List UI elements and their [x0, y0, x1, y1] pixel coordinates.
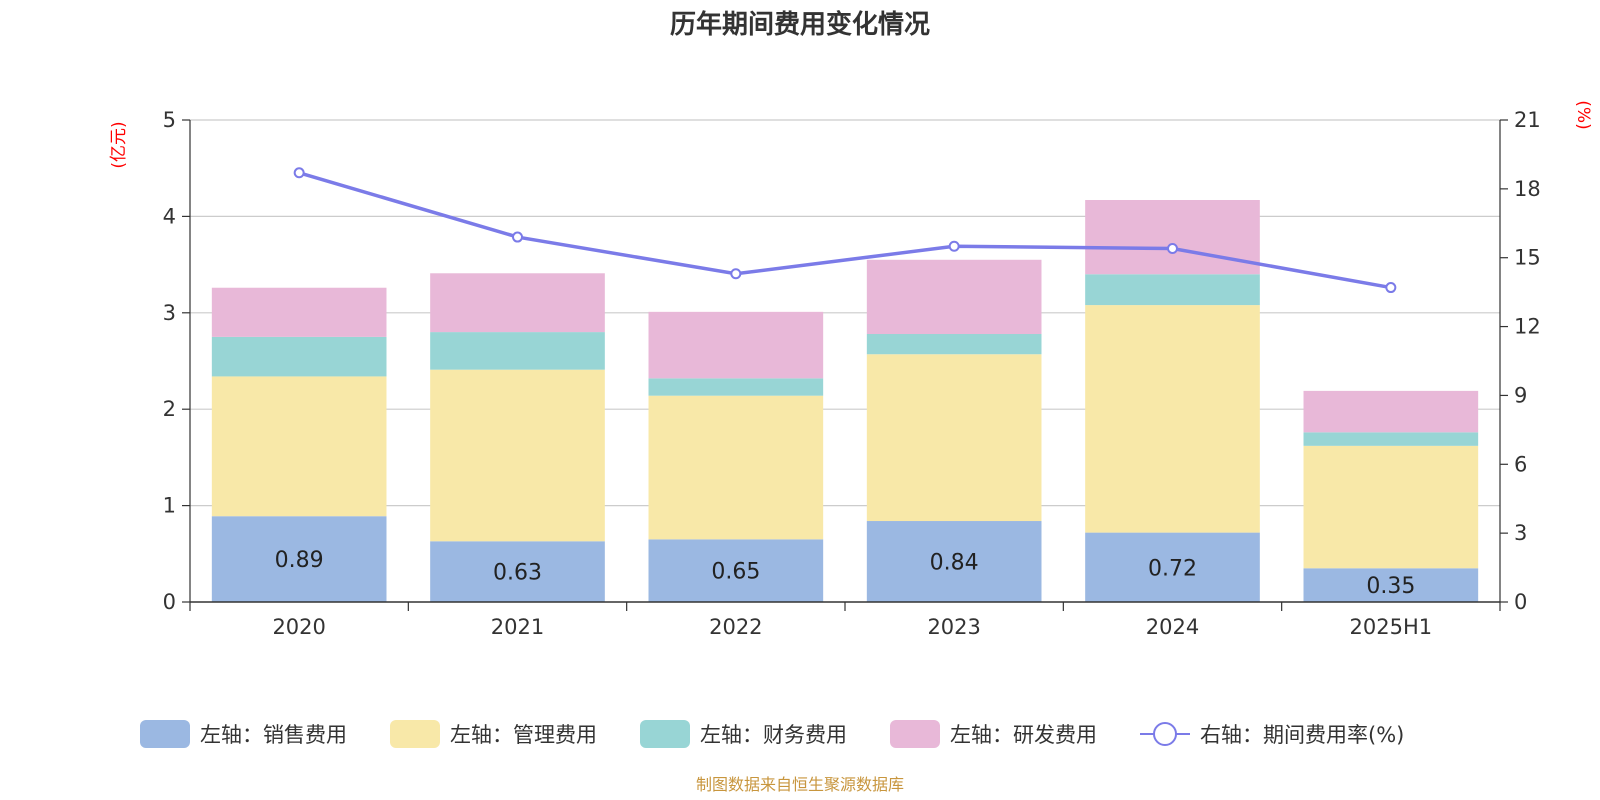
left-axis-tick-label: 1 [163, 494, 176, 518]
bar-segment [211, 336, 387, 377]
bar-segment [1085, 305, 1260, 533]
bar-value-label: 0.35 [1366, 574, 1415, 599]
legend-marker-icon [1153, 722, 1177, 746]
legend-label: 左轴：管理费用 [450, 723, 597, 747]
right-axis-tick-label: 6 [1514, 452, 1527, 476]
legend-label: 右轴：期间费用率(%) [1200, 723, 1404, 747]
legend-swatch [640, 720, 690, 748]
right-axis-unit: (%) [1573, 100, 1593, 129]
x-axis-tick-label: 2021 [491, 615, 544, 639]
left-axis-unit: (亿元) [109, 121, 129, 168]
legend-label: 左轴：研发费用 [950, 723, 1097, 747]
bar-segment [1085, 532, 1260, 602]
bar-segment [1303, 445, 1479, 569]
bar-segment [866, 354, 1042, 522]
right-axis-tick-label: 12 [1514, 315, 1541, 339]
x-axis-tick-label: 2022 [709, 615, 762, 639]
bar-segment [866, 334, 1042, 355]
bar-value-label: 0.63 [493, 561, 542, 586]
bar-segment [430, 332, 605, 370]
legend-swatch [890, 720, 940, 748]
right-axis-tick-label: 18 [1514, 177, 1541, 201]
x-axis-tick-label: 2020 [272, 615, 325, 639]
rate-point [1385, 282, 1397, 294]
right-axis-tick-label: 9 [1514, 383, 1527, 407]
source-note: 制图数据来自恒生聚源数据库 [696, 775, 904, 794]
rate-point [730, 268, 742, 280]
right-axis-tick-label: 3 [1514, 521, 1527, 545]
bar-segment [648, 539, 824, 602]
bar-segment [866, 259, 1042, 335]
bar-segment [211, 376, 387, 517]
bar-group: 0.89 0.63 0.65 0.84 0.72 0.35 [211, 200, 1479, 602]
rate-line-group [293, 167, 1397, 294]
left-axis-tick-label: 2 [163, 397, 176, 421]
rate-point [293, 167, 305, 179]
grid-lines [190, 119, 1500, 507]
left-axis-tick-label: 0 [163, 590, 176, 614]
left-axis-tick-label: 5 [163, 108, 176, 132]
right-axis-tick-label: 0 [1514, 590, 1527, 614]
left-axis-tick-label: 4 [163, 204, 176, 228]
legend-label: 左轴：财务费用 [700, 723, 847, 747]
bar-segment [430, 541, 605, 602]
bar-segment [866, 521, 1042, 602]
legend: 左轴：销售费用 左轴：管理费用 左轴：财务费用 左轴：研发费用 右轴：期间费用率(%) [140, 720, 1404, 748]
rate-point [1167, 243, 1178, 255]
bar-segment [648, 378, 824, 396]
bar-segment [211, 516, 387, 602]
rate-line [298, 171, 1392, 290]
x-axis-tick-label: 2025H1 [1350, 615, 1433, 639]
bar-value-label: 0.72 [1148, 556, 1197, 581]
right-axis-tick-label: 15 [1514, 246, 1541, 270]
chart-title: 历年期间费用变化情况 [670, 9, 930, 40]
rate-point [948, 240, 960, 252]
bar-segment [1085, 274, 1260, 306]
left-axis-tick-label: 3 [163, 301, 176, 325]
bar-segment [430, 273, 605, 333]
bar-segment [1303, 568, 1479, 602]
right-axis-tick-label: 21 [1514, 108, 1541, 132]
bar-segment [1303, 390, 1479, 433]
bar-segment [430, 369, 605, 542]
bar-value-label: 0.89 [275, 548, 324, 573]
bar-value-label: 0.65 [711, 560, 760, 585]
legend-label: 左轴：销售费用 [200, 723, 347, 747]
legend-swatch [390, 720, 440, 748]
bar-segment [211, 287, 387, 337]
bar-segment [1085, 200, 1260, 275]
x-axis-tick-label: 2024 [1146, 615, 1199, 639]
legend-swatch [140, 720, 190, 748]
bar-value-label: 0.84 [930, 551, 979, 576]
bar-segment [648, 311, 824, 379]
bar-segment [648, 395, 824, 540]
rate-point [512, 231, 523, 243]
x-axis-tick-label: 2023 [927, 615, 980, 639]
bar-segment [1303, 432, 1479, 446]
